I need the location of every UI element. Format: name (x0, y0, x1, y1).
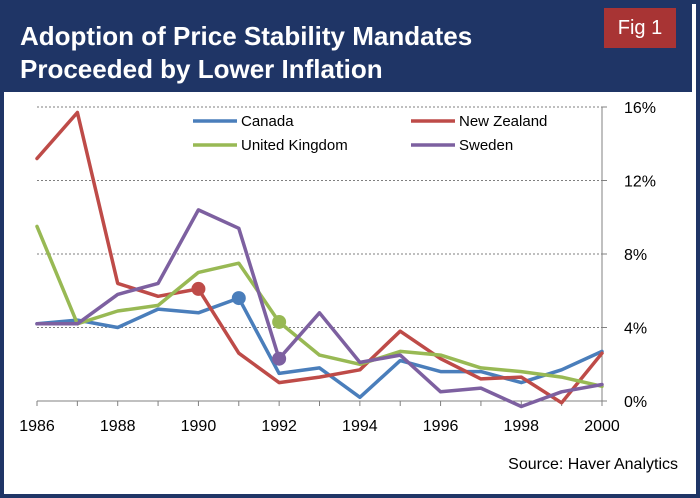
adoption-marker-sweden (272, 351, 287, 366)
legend-label-sweden: Sweden (459, 137, 513, 154)
y-tick-label: 4% (624, 321, 647, 338)
figure-label: Fig 1 (604, 8, 676, 48)
chart-title: Adoption of Price Stability Mandates Pro… (20, 21, 473, 84)
x-tick-label: 1994 (342, 418, 378, 435)
source-note: Source: Haver Analytics (508, 456, 678, 473)
adoption-marker-canada (231, 291, 246, 306)
x-tick-label: 1992 (261, 418, 297, 435)
adoption-marker-new-zealand (191, 281, 206, 296)
x-tick-label: 1998 (503, 418, 539, 435)
header-banner: Adoption of Price Stability Mandates Pro… (0, 0, 692, 92)
y-tick-label: 12% (624, 174, 656, 191)
x-tick-label: 1986 (19, 418, 55, 435)
x-tick-label: 1990 (181, 418, 217, 435)
y-tick-label: 0% (624, 394, 647, 411)
series-line-new-zealand (35, 110, 604, 405)
series-line-united-kingdom (35, 224, 604, 389)
x-tick-label: 1996 (423, 418, 459, 435)
y-tick-label: 8% (624, 247, 647, 264)
series-line-sweden (35, 208, 604, 409)
legend-label-new-zealand: New Zealand (459, 113, 547, 130)
legend-label-united-kingdom: United Kingdom (241, 137, 348, 154)
y-tick-label: 16% (624, 100, 656, 117)
legend-label-canada: Canada (241, 113, 294, 130)
adoption-marker-united-kingdom (272, 314, 287, 329)
x-tick-label: 1988 (100, 418, 136, 435)
x-tick-label: 2000 (584, 418, 620, 435)
